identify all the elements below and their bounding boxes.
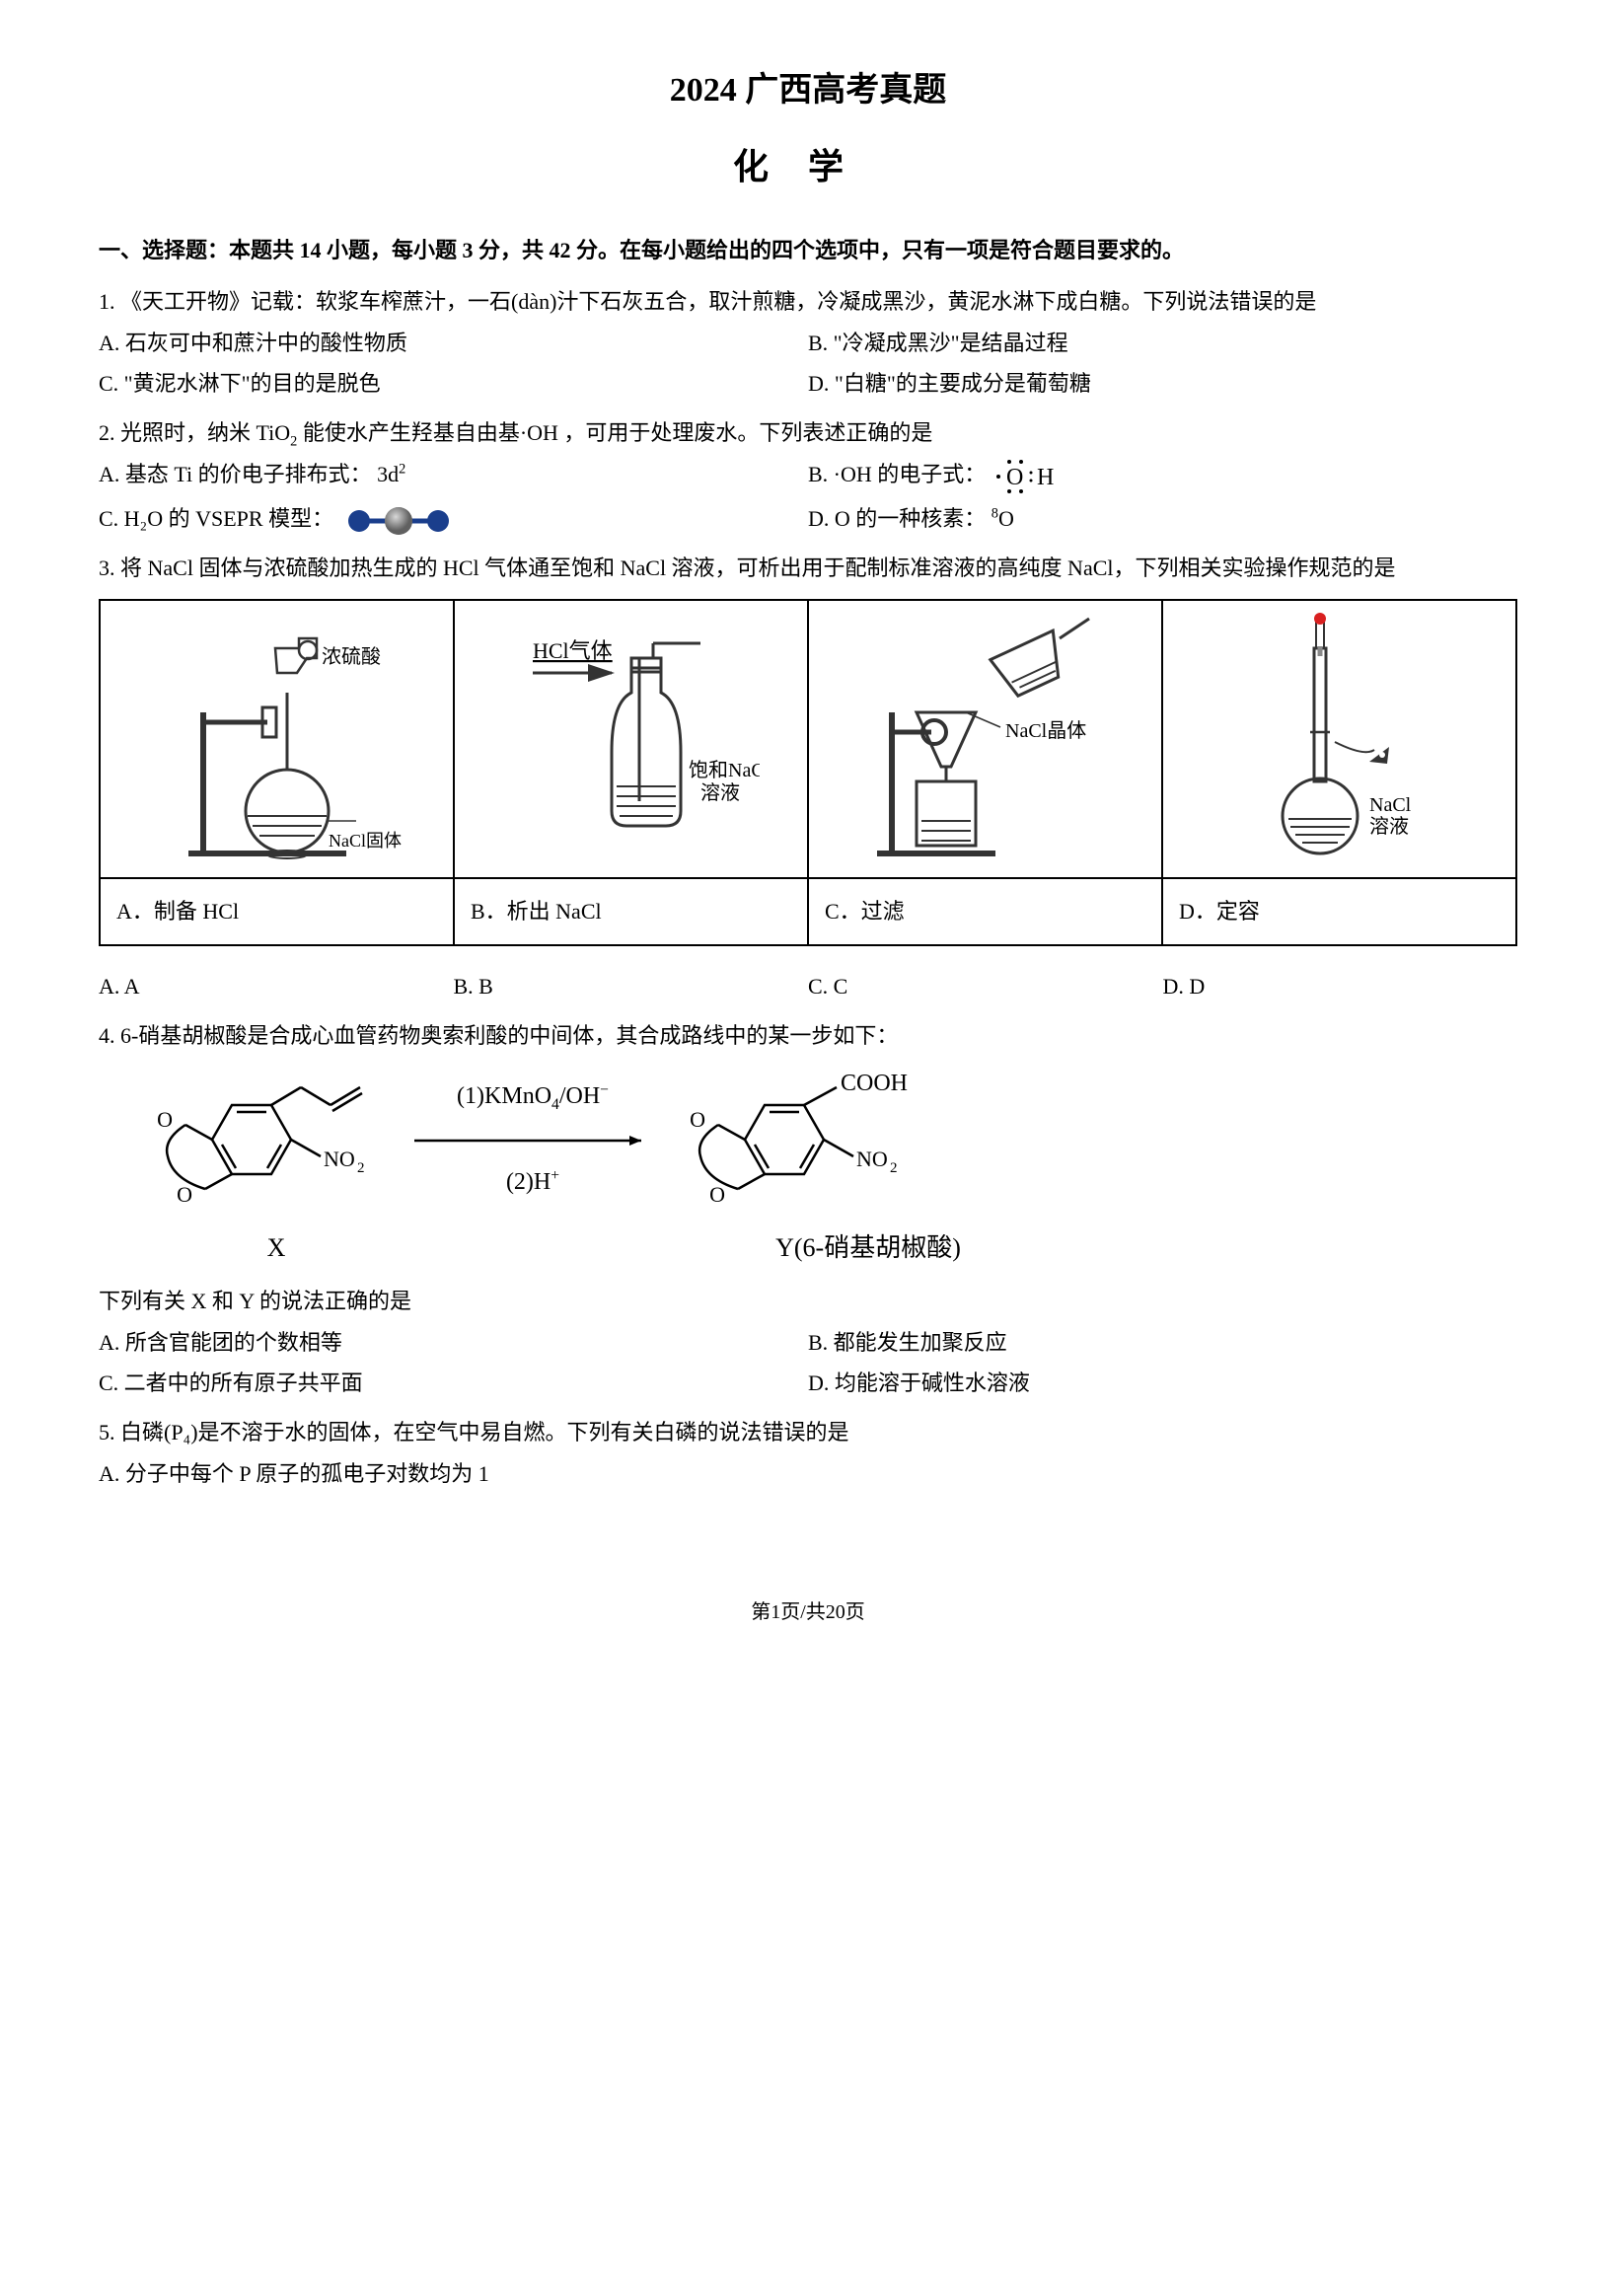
question-4-reaction: O O NO 2 (1)KMnO4/OH− (2)H+ O O COOH NO …: [99, 1066, 1517, 1214]
q2-a-pre: A. 基态 Ti 的价电子排布式：: [99, 462, 372, 486]
svg-text:NaCl晶体: NaCl晶体: [1005, 719, 1086, 742]
q2-d-pre: D. O 的一种核素：: [808, 506, 986, 531]
q2-opt-a: A. 基态 Ti 的价电子排布式： 3d2: [99, 454, 808, 498]
q3-cap-a: A．制备 HCl: [100, 878, 454, 945]
question-1-options: A. 石灰可中和蔗汁中的酸性物质 B. "冷凝成黑沙"是结晶过程 C. "黄泥水…: [99, 323, 1517, 406]
q4-opt-b: B. 都能发生加聚反应: [808, 1322, 1517, 1364]
q1-opt-d: D. "白糖"的主要成分是葡萄糖: [808, 363, 1517, 405]
question-3-stem: 3. 将 NaCl 固体与浓硫酸加热生成的 HCl 气体通至饱和 NaCl 溶液…: [99, 548, 1517, 589]
molecule-x-icon: O O NO 2: [138, 1066, 395, 1214]
svg-text:2: 2: [890, 1160, 898, 1176]
q3-cap-b: B．析出 NaCl: [454, 878, 808, 945]
reaction-arrow: (1)KMnO4/OH− (2)H+: [414, 1074, 651, 1206]
svg-text:NO: NO: [856, 1147, 888, 1171]
q3-cap-c: C．过滤: [808, 878, 1162, 945]
q3-img-c: NaCl晶体: [808, 600, 1162, 878]
svg-text:溶液: 溶液: [700, 781, 740, 804]
q1-opt-c: C. "黄泥水淋下"的目的是脱色: [99, 363, 808, 405]
q4-opt-a: A. 所含官能团的个数相等: [99, 1322, 808, 1364]
q4-label-y: Y(6-硝基胡椒酸): [671, 1223, 1065, 1272]
q4-label-x: X: [138, 1223, 414, 1272]
q1-opt-b: B. "冷凝成黑沙"是结晶过程: [808, 323, 1517, 364]
question-3-answers: A. A B. B C. C D. D: [99, 966, 1517, 1007]
molecule-y-icon: O O COOH NO 2: [671, 1066, 967, 1214]
q2-opt-b: B. ·OH 的电子式： O H: [808, 454, 1517, 498]
q1-opt-a: A. 石灰可中和蔗汁中的酸性物质: [99, 323, 808, 364]
page-footer: 第1页/共20页: [99, 1593, 1517, 1631]
q3-ans-a: A. A: [99, 966, 454, 1007]
svg-text:饱和NaCl: 饱和NaCl: [689, 759, 760, 781]
question-4-post: 下列有关 X 和 Y 的说法正确的是: [99, 1281, 1517, 1322]
q2-c-pre: C. H₂O 的 VSEPR 模型：: [99, 506, 333, 531]
q3-cap-d: D．定容: [1162, 878, 1516, 945]
section-1-heading: 一、选择题：本题共 14 小题，每小题 3 分，共 42 分。在每小题给出的四个…: [99, 230, 1517, 271]
svg-text:2: 2: [357, 1160, 365, 1176]
q4-labels: X Y(6-硝基胡椒酸): [99, 1223, 1517, 1272]
q3-img-d: NaCl 溶液: [1162, 600, 1516, 878]
svg-text:HCl气体: HCl气体: [533, 638, 613, 663]
svg-text:O: O: [1006, 465, 1023, 490]
subject-title: 化学: [99, 133, 1517, 200]
question-2-options: A. 基态 Ti 的价电子排布式： 3d2 B. ·OH 的电子式： O H C…: [99, 454, 1517, 540]
main-title: 2024 广西高考真题: [99, 59, 1517, 123]
question-4-stem: 4. 6-硝基胡椒酸是合成心血管药物奥索利酸的中间体，其合成路线中的某一步如下：: [99, 1015, 1517, 1057]
svg-text:NaCl固体: NaCl固体: [329, 831, 402, 851]
svg-text:COOH: COOH: [841, 1071, 908, 1096]
svg-text:O: O: [709, 1182, 725, 1207]
arrow-bot-label: (2)H+: [414, 1160, 651, 1206]
q3-ans-b: B. B: [454, 966, 809, 1007]
q3-img-b: HCl气体 饱和NaCl 溶液: [454, 600, 808, 878]
question-4-options: A. 所含官能团的个数相等 B. 都能发生加聚反应 C. 二者中的所有原子共平面…: [99, 1322, 1517, 1405]
question-3-table: 浓硫酸 NaCl固体 HCl气体 饱和NaCl 溶液: [99, 599, 1517, 946]
svg-text:浓硫酸: 浓硫酸: [322, 645, 381, 668]
q2-b-pre: B. ·OH 的电子式：: [808, 462, 986, 486]
arrow-top-label: (1)KMnO4/OH−: [414, 1074, 651, 1120]
svg-text:H: H: [1037, 465, 1054, 490]
q4-opt-d: D. 均能溶于碱性水溶液: [808, 1363, 1517, 1404]
question-1-stem: 1. 《天工开物》记载：软浆车榨蔗汁，一石(dàn)汁下石灰五合，取汁煎糖，冷凝…: [99, 281, 1517, 323]
svg-text:NO: NO: [324, 1147, 355, 1171]
vsepr-model-icon: [339, 506, 458, 536]
q2-stem-pre: 2. 光照时，纳米 TiO: [99, 420, 290, 445]
lewis-structure-icon: O H: [992, 454, 1059, 498]
q3-ans-d: D. D: [1163, 966, 1518, 1007]
svg-text:NaCl: NaCl: [1369, 794, 1412, 816]
q2-opt-c: C. H₂O 的 VSEPR 模型：: [99, 498, 808, 540]
q5-opt-a: A. 分子中每个 P 原子的孤电子对数均为 1: [99, 1453, 1517, 1495]
svg-text:O: O: [177, 1182, 192, 1207]
q3-img-a: 浓硫酸 NaCl固体: [100, 600, 454, 878]
q2-opt-d: D. O 的一种核素： 8O: [808, 498, 1517, 540]
q4-opt-c: C. 二者中的所有原子共平面: [99, 1363, 808, 1404]
question-2-stem: 2. 光照时，纳米 TiO2 能使水产生羟基自由基·OH ，可用于处理废水。下列…: [99, 412, 1517, 454]
svg-text:O: O: [690, 1107, 705, 1132]
svg-text:溶液: 溶液: [1369, 815, 1409, 838]
svg-text:O: O: [157, 1107, 173, 1132]
question-5-stem: 5. 白磷(P₄)是不溶于水的固体，在空气中易自燃。下列有关白磷的说法错误的是: [99, 1412, 1517, 1453]
q2-stem-mid: 能使水产生羟基自由基·OH ，可用于处理废水。下列表述正确的是: [297, 420, 932, 445]
q3-ans-c: C. C: [808, 966, 1163, 1007]
